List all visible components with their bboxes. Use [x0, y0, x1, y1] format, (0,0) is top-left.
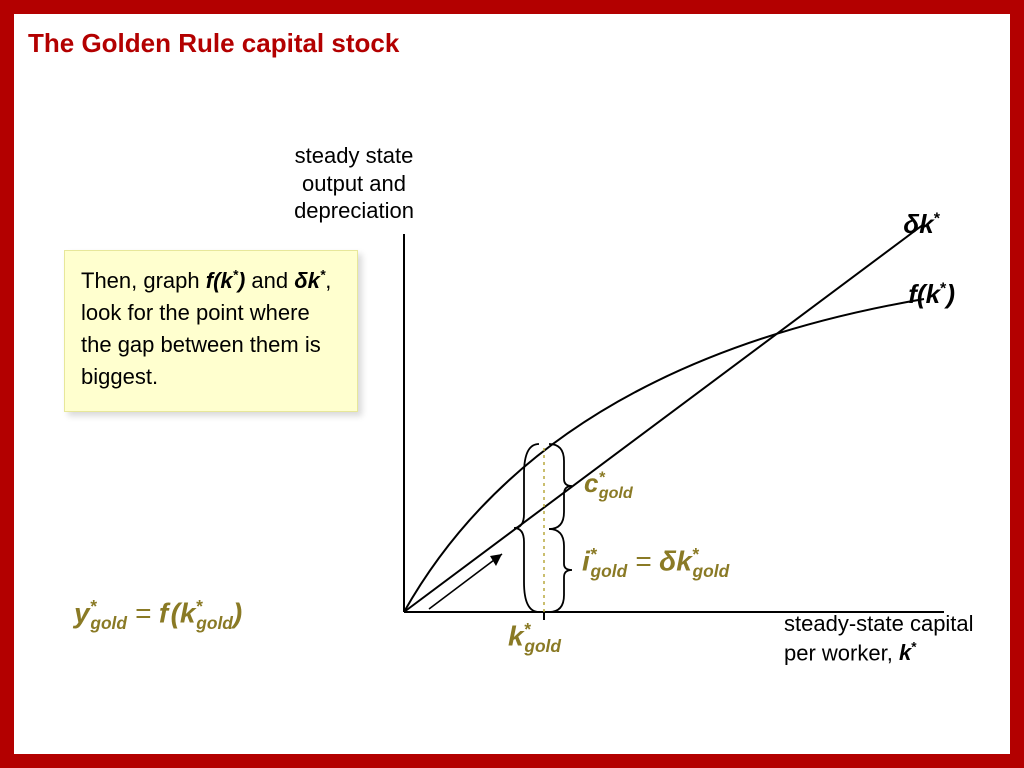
- equation-y-gold: y*gold = f (k*gold): [74, 596, 242, 634]
- brace-c-gold: [549, 444, 572, 529]
- brace-i-gold: [549, 529, 572, 612]
- slide-title: The Golden Rule capital stock: [28, 28, 399, 59]
- instruction-note: Then, graph f(k*) and δk*, look for the …: [64, 250, 358, 412]
- production-curve-label: f(k*): [908, 279, 955, 310]
- brace-y-gold: [514, 444, 539, 612]
- i-gold-label: i*gold = δk*gold: [582, 544, 729, 582]
- slide-frame: The Golden Rule capital stock steady sta…: [0, 0, 1024, 768]
- depreciation-line-label: δk*: [903, 209, 940, 240]
- arrow-line: [429, 554, 502, 609]
- x-axis-label: steady-state capital per worker, k*: [784, 610, 974, 668]
- c-gold-label: c*gold: [584, 468, 633, 503]
- arrow-head: [490, 554, 502, 566]
- k-gold-label: k*gold: [508, 619, 561, 657]
